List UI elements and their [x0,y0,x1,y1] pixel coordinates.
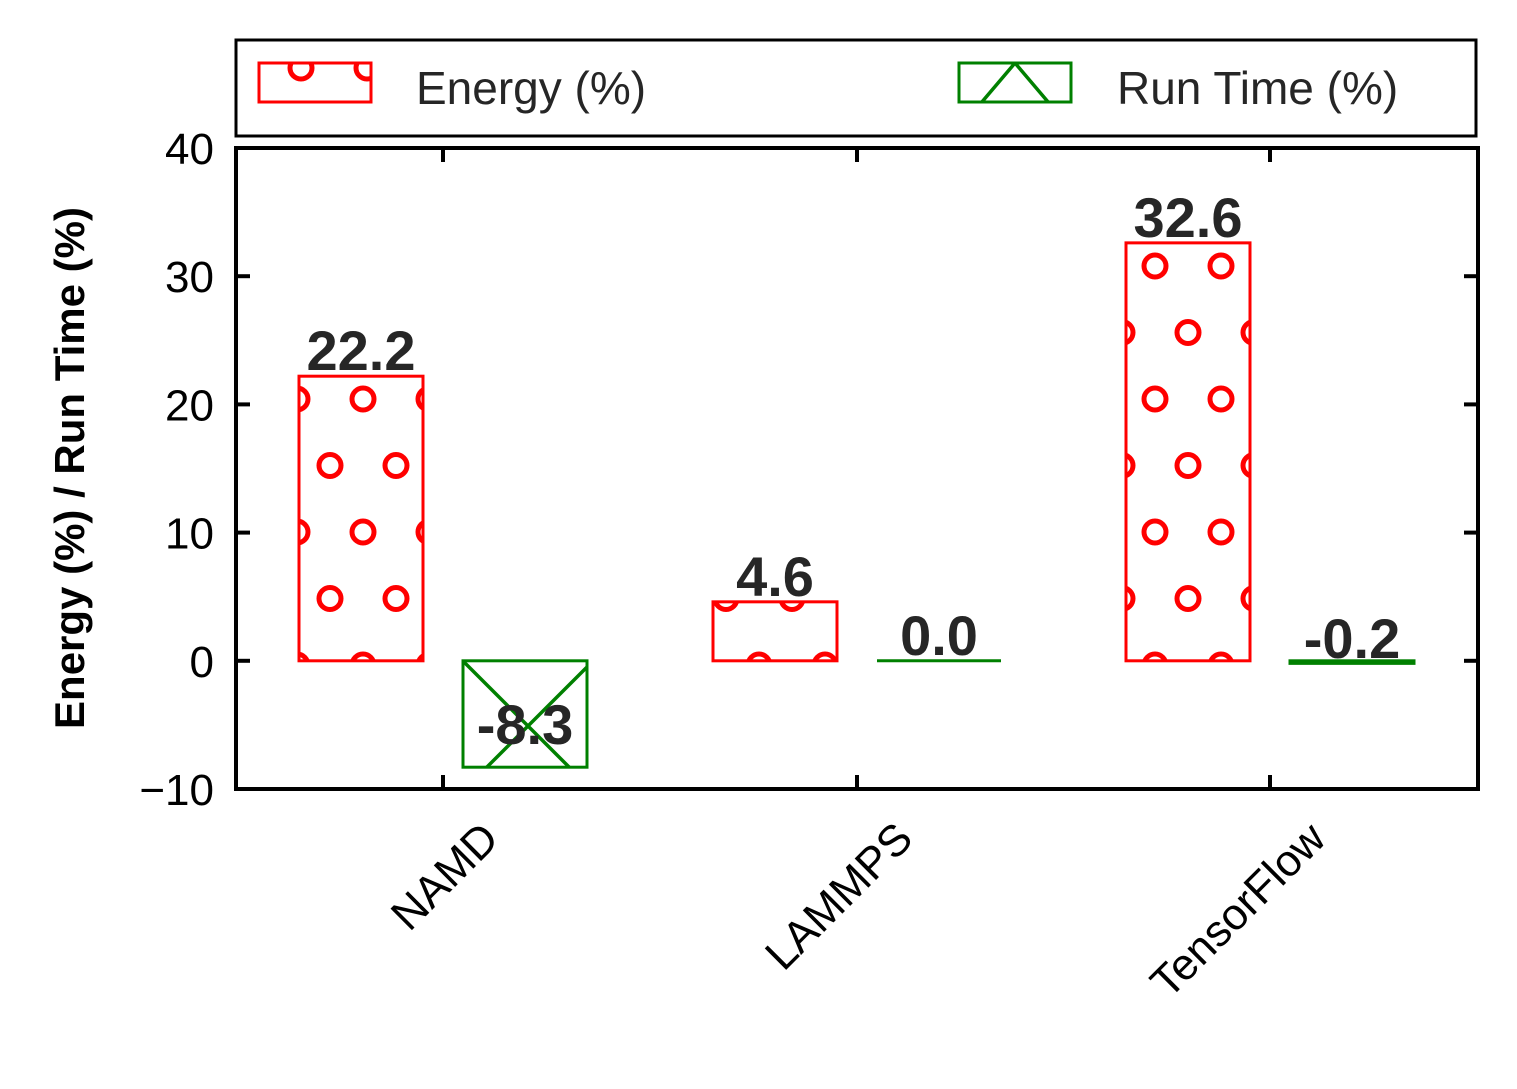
data-label: 4.6 [736,545,814,608]
bar-energy-namd [297,374,425,663]
bar-run-time-namd [461,659,589,769]
x-tick-label: TensorFlow [1141,813,1335,1007]
bar-energy-lammps [711,600,839,663]
legend-run-time-label: Run Time (%) [1117,62,1398,114]
y-tick-label: −10 [139,766,214,815]
y-tick-label: 10 [165,510,214,559]
data-label: 32.6 [1134,186,1243,249]
legend-box [234,38,1478,138]
x-tick-label: LAMMPS [756,813,922,979]
legend-energy-label: Energy (%) [416,62,646,114]
y-axis-label: Energy (%) / Run Time (%) [46,207,93,729]
data-label: -0.2 [1304,607,1401,670]
y-tick-label: 30 [165,253,214,302]
x-tick-label: NAMD [382,813,508,939]
legend-energy-swatch [257,61,373,104]
legend-run-time-swatch [957,61,1073,104]
y-tick-label: 0 [190,638,214,687]
bar-energy-tensorflow [1124,241,1252,663]
y-tick-label: 40 [165,125,214,174]
data-label: -8.3 [477,693,574,756]
data-label: 22.2 [307,319,416,382]
bar-run-time-tensorflow [1288,659,1416,665]
data-label: 0.0 [900,604,978,667]
y-tick-label: 20 [165,381,214,430]
